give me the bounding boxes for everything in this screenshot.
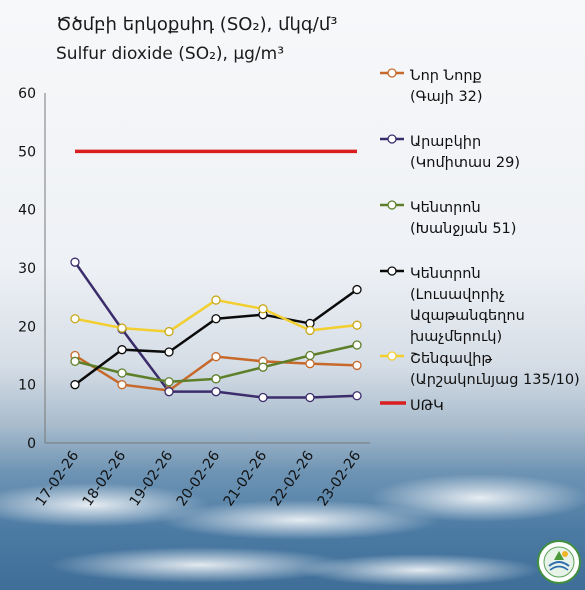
legend-marker-nor-nork	[380, 68, 404, 78]
x-tick-label: 21-02-26	[221, 448, 271, 509]
y-tick-label: 10	[18, 378, 36, 394]
data-point-2-6	[352, 340, 362, 350]
data-point-3-2	[164, 347, 174, 357]
y-tick-label: 50	[18, 144, 36, 160]
x-tick-labels: 17-02-2618-02-2619-02-2620-02-2621-02-26…	[33, 448, 365, 509]
x-tick-label: 22-02-26	[268, 448, 318, 509]
data-point-4-1	[117, 323, 127, 333]
x-tick-label: 17-02-26	[33, 448, 83, 509]
data-point-1-0	[70, 257, 80, 267]
data-point-2-3	[211, 374, 221, 384]
chart-title-armenian: Ծծմբի երկօքսիդ (SO₂), մկգ/մ³	[56, 14, 338, 35]
legend-label: ՍԹԿ	[410, 398, 444, 414]
data-point-2-1	[117, 368, 127, 378]
legend-label: խաչմերուկ)	[410, 329, 503, 345]
data-point-4-5	[305, 325, 315, 336]
data-point-1-3	[211, 387, 221, 397]
y-tick-label: 0	[27, 436, 36, 452]
data-point-0-1	[117, 380, 127, 390]
data-point-4-3	[211, 295, 221, 305]
data-point-4-6	[352, 320, 362, 330]
x-tick-label: 18-02-26	[80, 448, 130, 509]
x-tick-label: 20-02-26	[174, 448, 224, 509]
legend-marker-mtk	[380, 401, 406, 405]
x-tick-label: 19-02-26	[127, 448, 177, 509]
data-point-3-1	[117, 345, 127, 355]
legend-label: Կենտրոն (Լուսավորիչ	[410, 266, 505, 303]
legend-label: Արաբկիր	[410, 134, 482, 150]
data-point-2-2	[164, 377, 174, 387]
data-point-3-3	[211, 314, 221, 324]
data-point-2-4	[258, 362, 268, 372]
legend-label: Կենտրոն	[410, 200, 481, 216]
legend-label: (Գայի 32)	[410, 89, 483, 105]
x-tick-label: 23-02-26	[315, 448, 365, 509]
legend-label: (Կոմիտաս 29)	[410, 155, 520, 171]
legend-marker-arabkir	[380, 134, 404, 144]
data-point-4-4	[258, 304, 268, 314]
y-tick-label: 40	[18, 203, 36, 219]
ministry-emblem-logo	[537, 540, 581, 584]
data-point-1-2	[164, 387, 174, 397]
legend-marker-kentron-khanjyan	[380, 200, 404, 210]
y-tick-label: 60	[18, 86, 36, 102]
legend-label: Շենգավիթ	[410, 351, 493, 367]
data-point-3-0	[70, 380, 80, 390]
legend-label: (Խանջյան 51)	[410, 221, 517, 237]
legend-label: Ազաթանգեղոս	[410, 308, 525, 324]
data-point-4-0	[70, 314, 80, 324]
legend-label: Նոր Նորք	[410, 68, 482, 84]
y-tick-labels: 0 10 20 30 40 50 60	[18, 86, 36, 452]
legend-marker-kentron-lusavorich	[380, 266, 404, 276]
legend-label: (Արշակունյաց 135/10)	[410, 372, 580, 388]
data-point-0-5	[305, 359, 315, 369]
y-tick-label: 20	[18, 319, 36, 335]
legend-marker-shengavit	[380, 351, 404, 361]
data-point-0-6	[352, 360, 362, 371]
series-points	[70, 257, 362, 403]
y-tick-label: 30	[18, 261, 36, 277]
data-point-1-6	[352, 391, 362, 401]
chart-title-english: Sulfur dioxide (SO₂), µg/m³	[56, 44, 285, 64]
data-point-3-6	[352, 284, 362, 295]
data-point-2-0	[70, 356, 80, 366]
data-point-1-5	[305, 392, 315, 403]
data-point-2-5	[305, 350, 315, 361]
data-point-0-3	[211, 352, 221, 362]
data-point-1-4	[258, 392, 268, 403]
data-point-4-2	[164, 326, 174, 337]
